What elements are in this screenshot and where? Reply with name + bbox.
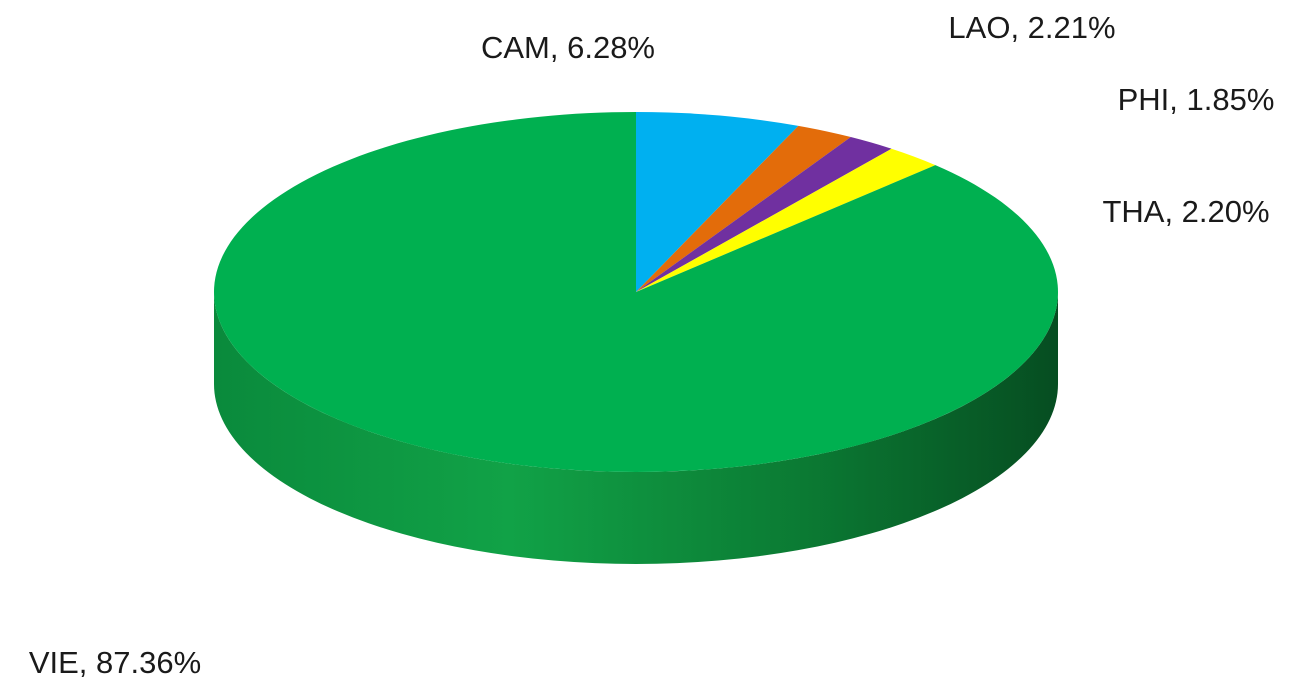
pie-side-wall [214,292,1058,564]
pie-top-face [213,112,1058,472]
pie-3d-side [214,292,1058,564]
slice-label-vie: VIE, 87.36% [29,645,201,680]
slice-label-cam: CAM, 6.28% [481,30,655,65]
slice-vie [213,112,1058,472]
slice-lao [636,125,851,292]
slice-label-phi: PHI, 1.85% [1118,82,1275,117]
slice-label-lao: LAO, 2.21% [948,10,1115,45]
slice-label-tha: THA, 2.20% [1102,194,1269,229]
slice-cam [636,112,799,292]
slice-phi [636,137,892,292]
slice-tha [636,148,936,292]
